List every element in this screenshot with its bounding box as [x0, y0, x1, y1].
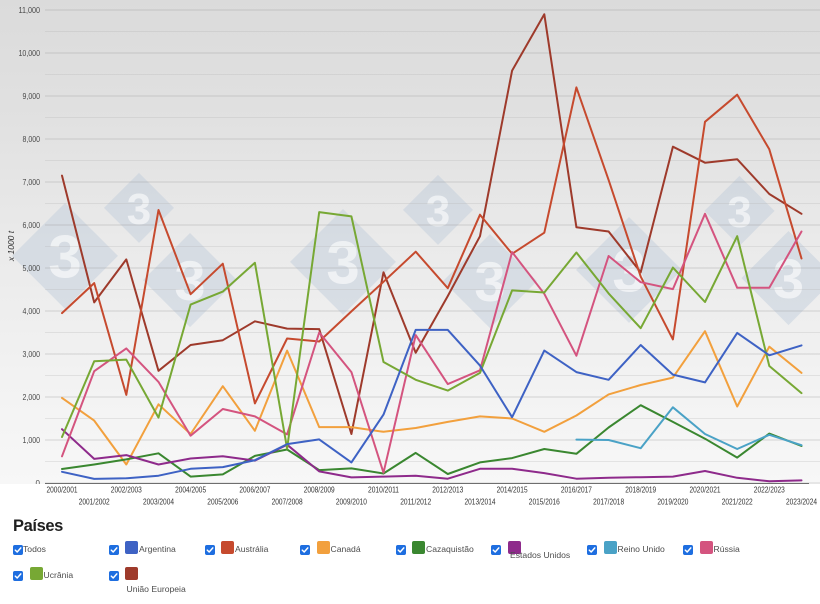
svg-text:2005/2006: 2005/2006	[207, 497, 238, 506]
svg-text:9,000: 9,000	[23, 92, 41, 101]
svg-text:2016/2017: 2016/2017	[561, 485, 592, 494]
svg-text:2011/2012: 2011/2012	[400, 497, 431, 506]
svg-text:2003/2004: 2003/2004	[143, 497, 175, 506]
svg-text:2001/2002: 2001/2002	[79, 497, 110, 506]
svg-text:10,000: 10,000	[19, 49, 41, 58]
svg-text:2012/2013: 2012/2013	[432, 485, 463, 494]
svg-text:3: 3	[773, 247, 804, 310]
svg-text:3: 3	[174, 249, 205, 312]
svg-text:3: 3	[474, 250, 505, 313]
svg-text:2004/2005: 2004/2005	[175, 485, 207, 494]
svg-text:2019/2020: 2019/2020	[657, 497, 689, 506]
svg-text:2008/2009: 2008/2009	[304, 485, 335, 494]
svg-text:5,000: 5,000	[23, 264, 41, 273]
svg-text:2013/2014: 2013/2014	[465, 497, 497, 506]
svg-text:2006/2007: 2006/2007	[239, 485, 270, 494]
svg-text:3,000: 3,000	[23, 350, 41, 359]
svg-text:2002/2003: 2002/2003	[111, 485, 142, 494]
svg-text:2009/2010: 2009/2010	[336, 497, 368, 506]
svg-text:2010/2011: 2010/2011	[368, 485, 399, 494]
svg-text:3: 3	[426, 187, 450, 236]
svg-text:1,000: 1,000	[23, 436, 41, 445]
svg-text:2018/2019: 2018/2019	[625, 485, 656, 494]
svg-text:4,000: 4,000	[23, 307, 41, 316]
svg-text:2014/2015: 2014/2015	[497, 485, 529, 494]
svg-text:2021/2022: 2021/2022	[722, 497, 753, 506]
svg-text:2020/2021: 2020/2021	[690, 485, 721, 494]
svg-text:3: 3	[727, 188, 751, 237]
svg-text:x 1000 t: x 1000 t	[6, 230, 16, 262]
svg-text:11,000: 11,000	[19, 6, 41, 15]
svg-text:2015/2016: 2015/2016	[529, 497, 560, 506]
svg-text:8,000: 8,000	[23, 135, 41, 144]
svg-text:2,000: 2,000	[23, 393, 41, 402]
svg-text:0: 0	[36, 479, 41, 484]
svg-text:2023/2024: 2023/2024	[786, 497, 818, 506]
svg-text:2000/2001: 2000/2001	[47, 485, 78, 494]
svg-text:3: 3	[326, 230, 359, 297]
svg-text:2017/2018: 2017/2018	[593, 497, 624, 506]
svg-text:3: 3	[127, 185, 151, 234]
svg-text:2007/2008: 2007/2008	[272, 497, 303, 506]
svg-text:6,000: 6,000	[23, 221, 41, 230]
svg-text:2022/2023: 2022/2023	[754, 485, 785, 494]
svg-text:7,000: 7,000	[23, 178, 41, 187]
